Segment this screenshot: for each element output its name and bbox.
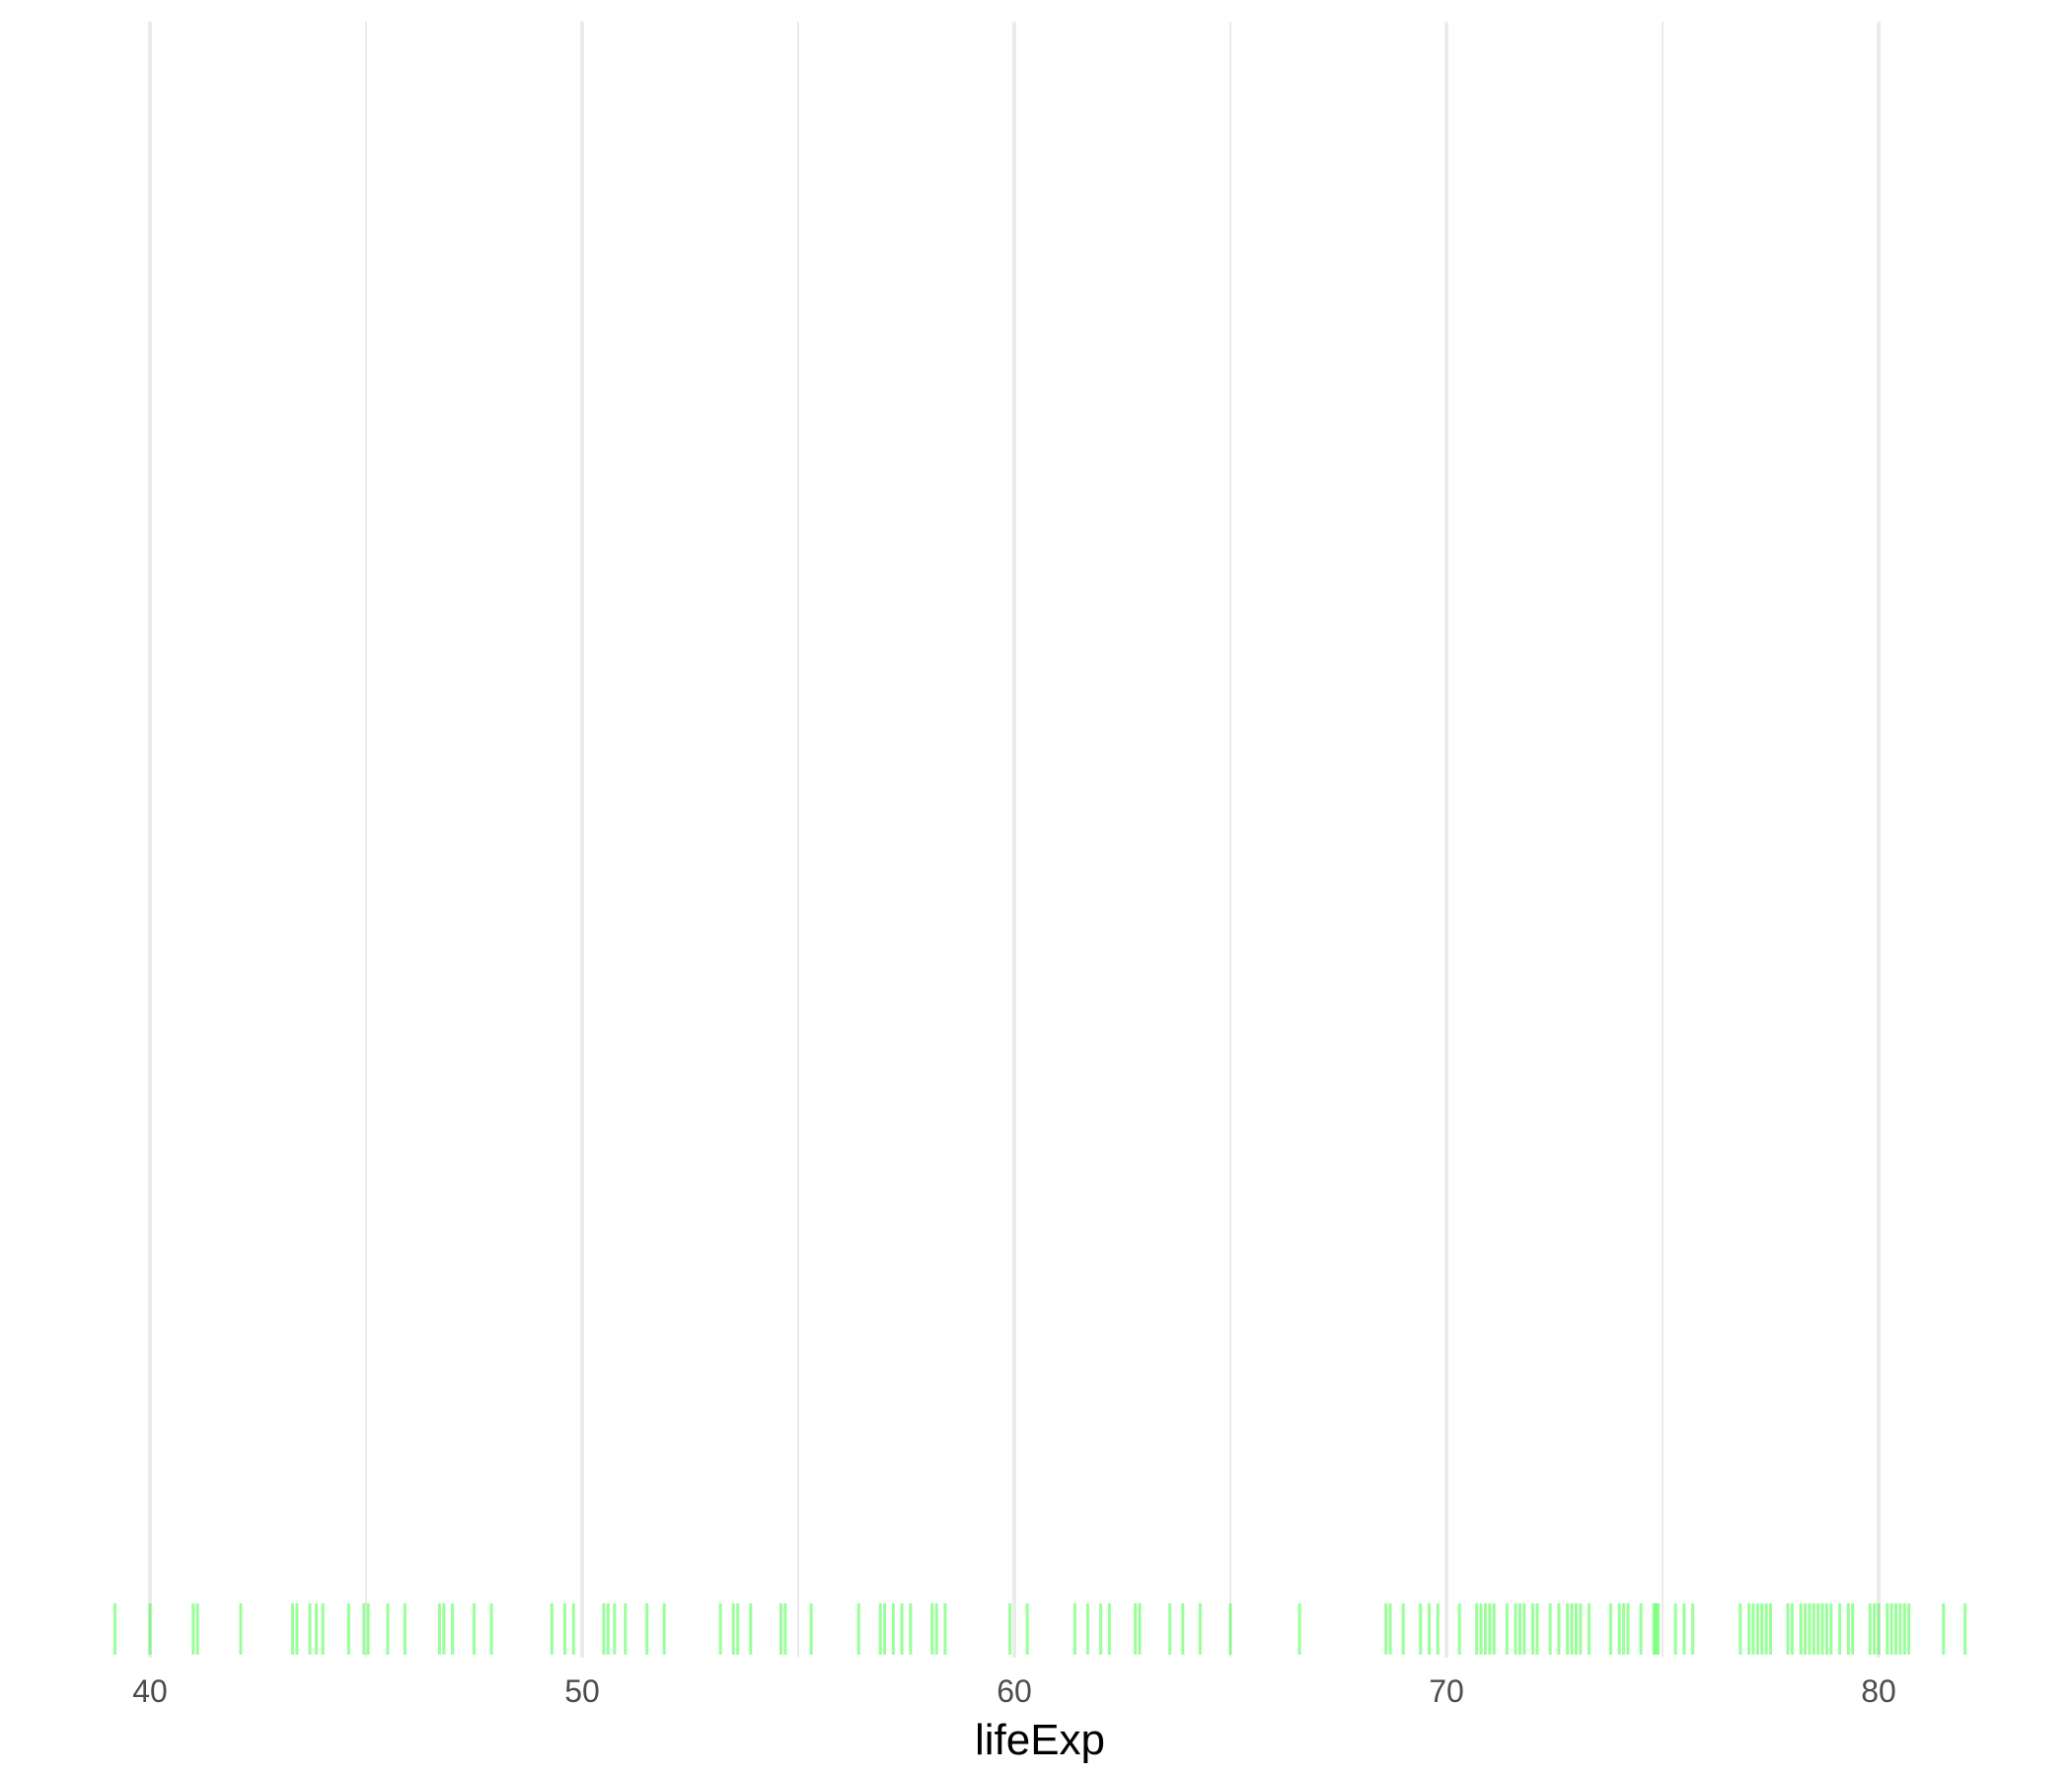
x-tick-label: 40 [132,1673,168,1709]
x-tick-label: 80 [1861,1673,1896,1709]
x-tick-labels: 40 50 60 70 80 [132,1673,1896,1709]
x-tick-label: 50 [564,1673,600,1709]
x-tick-label: 60 [997,1673,1032,1709]
x-axis-title: lifeExp [975,1716,1105,1764]
x-tick-label: 70 [1429,1673,1464,1709]
rug-marks [113,1603,1967,1655]
minor-gridlines [365,22,1664,1658]
major-gridlines [148,22,1881,1658]
